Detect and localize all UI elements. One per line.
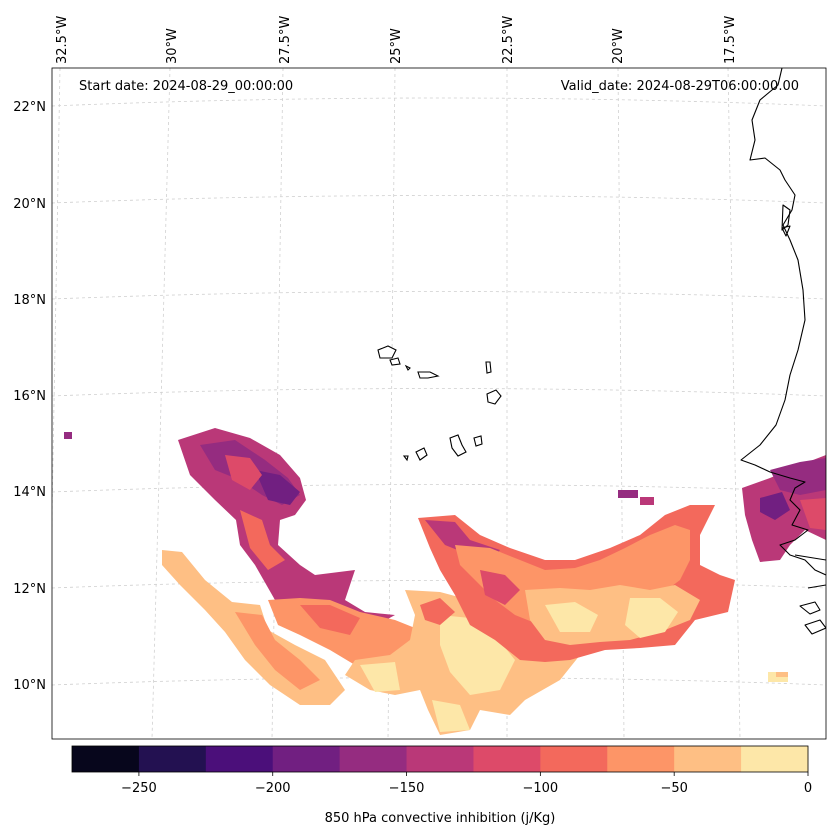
lon-tick: 32.5°W [55,16,70,64]
colorbar-swatch [674,746,742,772]
latitude-tick-labels: 22°N 20°N 18°N 16°N 14°N 12°N 10°N [13,100,46,693]
cape-verde-islands [377,345,502,462]
colorbar-swatch [406,746,474,772]
lat-tick: 22°N [13,100,46,115]
colorbar-tick-label: −50 [660,781,687,796]
lon-tick: 27.5°W [278,16,293,64]
lat-tick: 20°N [13,197,46,212]
colorbar-tick-label: −150 [389,781,425,796]
colorbar-swatch [205,746,274,772]
colorbar-swatch [339,746,408,772]
lon-tick: 22.5°W [501,16,516,64]
island-fogo [415,447,428,461]
colorbar-label: 850 hPa convective inhibition (j/Kg) [325,811,556,826]
colorbar-frame [71,745,809,773]
lat-tick: 10°N [13,678,46,693]
map-area [52,68,826,739]
island-maio [473,435,483,447]
colorbar-swatch [540,746,608,772]
colorbar-tick-label: −100 [523,781,559,796]
colorbar-swatch [473,746,541,772]
island-santiago [449,434,467,457]
colorbar-swatch [607,746,675,772]
colorbar-tick-label: −200 [255,781,291,796]
island-sao-nicolau [417,371,440,379]
start-date-label: Start date: 2024-08-29_00:00:00 [79,79,293,94]
lat-tick: 12°N [13,582,46,597]
lon-tick: 25°W [389,28,404,64]
longitude-tick-labels: 32.5°W 30°W 27.5°W 25°W 22.5°W 20°W 17.5… [55,16,738,64]
coastlines [740,68,826,635]
west-africa-coastline [740,68,826,576]
lat-tick: 18°N [13,293,46,308]
colorbar-swatch [72,746,140,772]
lon-tick: 30°W [165,28,180,64]
lat-tick: 16°N [13,389,46,404]
colorbar-tick-label: 0 [804,781,812,796]
island-sal [485,361,492,374]
island-boa-vista [486,389,502,405]
lon-tick: 17.5°W [723,16,738,64]
cin-band-northwest [178,428,395,640]
valid-date-label: Valid_date: 2024-08-29T06:00:00.00 [561,79,799,94]
colorbar-swatch [272,746,341,772]
cin-field [64,428,826,735]
colorbar-swatches [72,746,809,772]
colorbar-ticks: −250 −200 −150 −100 −50 0 [121,772,812,796]
island-sao-vicente [389,357,401,366]
colorbar-swatch [138,746,207,772]
lon-tick: 20°W [611,28,626,64]
latitude-gridlines [52,97,826,686]
map-frame [51,67,827,740]
island-santo-antao [377,345,397,359]
lat-tick: 14°N [13,485,46,500]
colorbar-swatch [741,746,809,772]
colorbar: −250 −200 −150 −100 −50 0 850 hPa convective … [71,745,812,826]
colorbar-tick-label: −250 [121,781,157,796]
